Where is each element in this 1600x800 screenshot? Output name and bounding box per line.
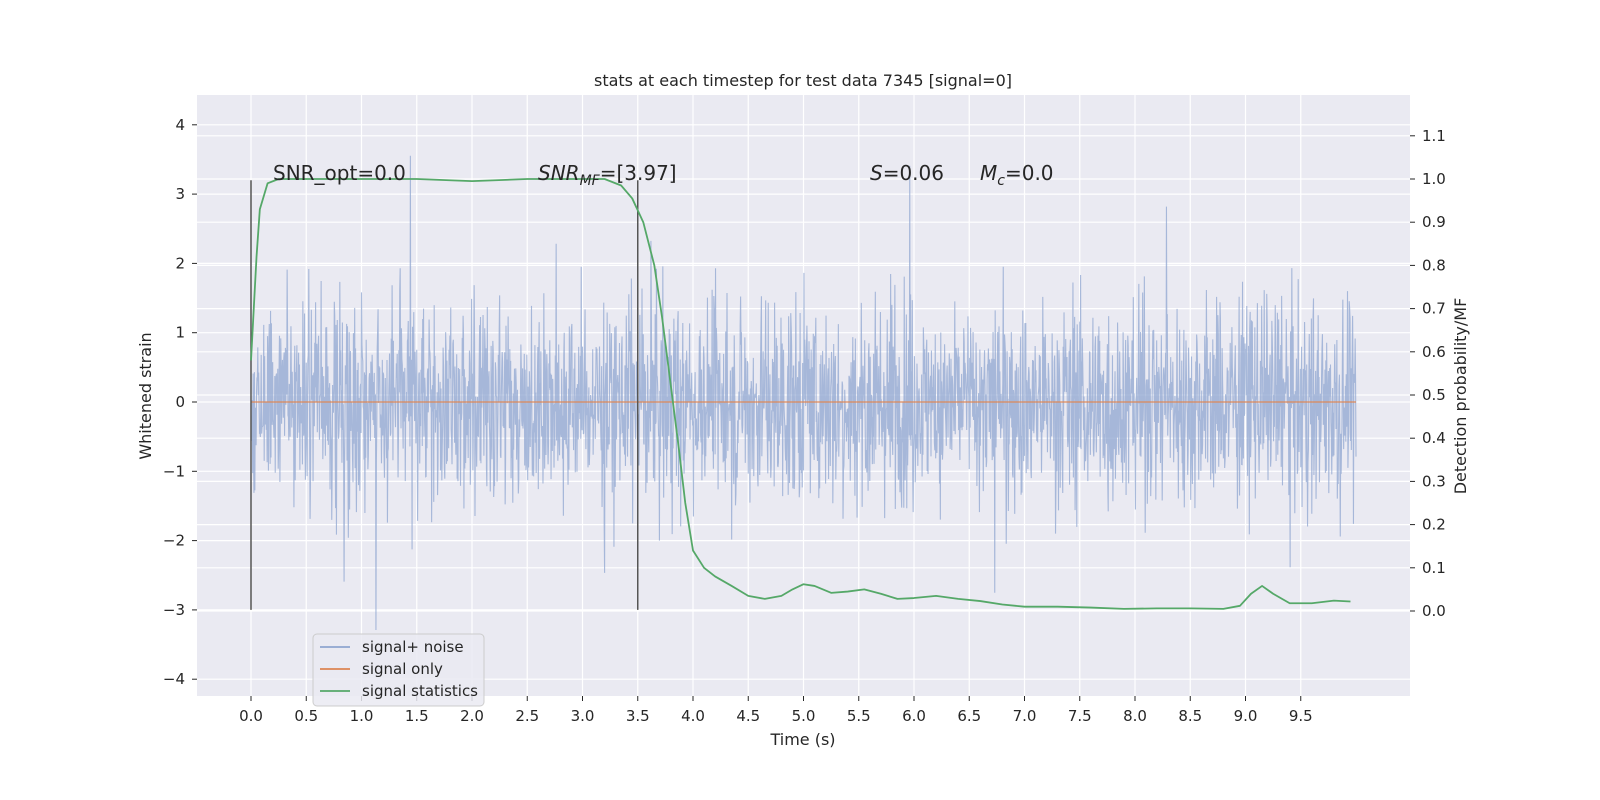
mc-subscript: c bbox=[997, 173, 1005, 189]
legend-box bbox=[312, 633, 485, 707]
signal-statistics-series bbox=[250, 178, 1351, 610]
x-tick-label: 2.0 bbox=[460, 707, 484, 725]
y-right-tick-label: 0.0 bbox=[1422, 602, 1446, 620]
chart-title: stats at each timestep for test data 734… bbox=[594, 71, 1012, 90]
s-symbol: S bbox=[870, 161, 883, 185]
y-right-tick-label: 0.1 bbox=[1422, 559, 1446, 577]
y-right-tick-label: 0.3 bbox=[1422, 472, 1446, 490]
x-tick-label: 1.5 bbox=[405, 707, 429, 725]
x-tick-label: 2.5 bbox=[515, 707, 539, 725]
y-right-tick-label: 1.1 bbox=[1422, 127, 1446, 145]
s-annotation: S=0.06 bbox=[870, 161, 944, 185]
y-axis-ticks: 4 3 2 1 0 −1 −2 −3 −4 bbox=[163, 116, 197, 688]
y-tick-label: 0 bbox=[175, 393, 185, 411]
y-right-tick-label: 0.2 bbox=[1422, 516, 1446, 534]
y-tick-label: −3 bbox=[163, 601, 185, 619]
x-tick-label: 0.0 bbox=[239, 707, 263, 725]
y-tick-label: −1 bbox=[163, 462, 185, 480]
legend-label-statistics: signal statistics bbox=[362, 682, 478, 700]
x-tick-label: 3.5 bbox=[626, 707, 650, 725]
mc-value: =0.0 bbox=[1005, 161, 1054, 185]
y-right-tick-label: 0.6 bbox=[1422, 343, 1446, 361]
y-tick-label: 4 bbox=[175, 116, 185, 134]
x-tick-label: 1.0 bbox=[350, 707, 374, 725]
y-tick-label: 1 bbox=[175, 324, 185, 342]
x-tick-label: 4.5 bbox=[736, 707, 760, 725]
mc-annotation: Mc=0.0 bbox=[980, 161, 1054, 189]
y-tick-label: 3 bbox=[175, 185, 185, 203]
s-value: =0.06 bbox=[883, 161, 944, 185]
y-right-axis-label: Detection probability/MF bbox=[1451, 298, 1470, 495]
x-tick-label: 7.5 bbox=[1068, 707, 1092, 725]
noise-series bbox=[250, 155, 1357, 631]
x-tick-label: 4.0 bbox=[681, 707, 705, 725]
y-right-tick-label: 1.0 bbox=[1422, 170, 1446, 188]
signal-statistics-line bbox=[250, 178, 1351, 610]
legend-label-noise: signal+ noise bbox=[362, 638, 464, 656]
x-tick-label: 8.5 bbox=[1178, 707, 1202, 725]
mc-symbol: M bbox=[980, 161, 997, 185]
y-right-tick-label: 0.9 bbox=[1422, 213, 1446, 231]
y-tick-label: −2 bbox=[163, 532, 185, 550]
x-tick-label: 6.0 bbox=[902, 707, 926, 725]
x-tick-label: 7.0 bbox=[1013, 707, 1037, 725]
snr-mf-subscript: MF bbox=[580, 173, 601, 189]
x-tick-label: 9.0 bbox=[1234, 707, 1258, 725]
x-axis-label: Time (s) bbox=[769, 730, 835, 749]
x-tick-label: 0.5 bbox=[294, 707, 318, 725]
snr-mf-value: =[3.97] bbox=[600, 161, 677, 185]
x-tick-label: 5.5 bbox=[847, 707, 871, 725]
y-right-tick-label: 0.5 bbox=[1422, 386, 1446, 404]
y-right-axis-ticks: 1.1 1.0 0.9 0.8 0.7 0.6 0.5 0.4 0.3 0.2 0.1 0.0 bbox=[1410, 127, 1446, 620]
snr-mf-symbol: SNR bbox=[538, 161, 580, 185]
legend: signal+ noise signal only signal statist… bbox=[312, 633, 485, 707]
x-tick-label: 3.0 bbox=[571, 707, 595, 725]
y-tick-label: −4 bbox=[163, 670, 185, 688]
y-right-tick-label: 0.8 bbox=[1422, 256, 1446, 274]
y-right-tick-label: 0.4 bbox=[1422, 429, 1446, 447]
x-tick-label: 8.0 bbox=[1123, 707, 1147, 725]
y-tick-label: 2 bbox=[175, 254, 185, 272]
legend-label-signal: signal only bbox=[362, 660, 443, 678]
y-right-tick-label: 0.7 bbox=[1422, 300, 1446, 318]
x-tick-label: 6.5 bbox=[957, 707, 981, 725]
snr-mf-annotation: SNRMF=[3.97] bbox=[538, 161, 677, 189]
snr-opt-annotation: SNR_opt=0.0 bbox=[273, 161, 406, 185]
x-tick-label: 5.0 bbox=[792, 707, 816, 725]
vertical-markers bbox=[250, 180, 639, 610]
y-axis-label: Whitened strain bbox=[136, 332, 155, 459]
x-tick-label: 9.5 bbox=[1289, 707, 1313, 725]
x-axis-ticks: 0.0 0.5 1.0 1.5 2.0 2.5 3.0 3.5 4.0 4.5 5.0 5.5 6.0 6… bbox=[239, 696, 1313, 725]
noise-line bbox=[250, 155, 1357, 631]
